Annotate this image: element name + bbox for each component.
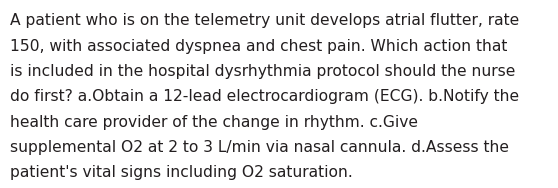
Text: is included in the hospital dysrhythmia protocol should the nurse: is included in the hospital dysrhythmia … [10, 64, 516, 79]
Text: 150, with associated dyspnea and chest pain. Which action that: 150, with associated dyspnea and chest p… [10, 39, 507, 54]
Text: do first? a.Obtain a 12-lead electrocardiogram (ECG). b.Notify the: do first? a.Obtain a 12-lead electrocard… [10, 89, 519, 104]
Text: patient's vital signs including O2 saturation.: patient's vital signs including O2 satur… [10, 165, 353, 180]
Text: supplemental O2 at 2 to 3 L/min via nasal cannula. d.Assess the: supplemental O2 at 2 to 3 L/min via nasa… [10, 140, 509, 155]
Text: health care provider of the change in rhythm. c.Give: health care provider of the change in rh… [10, 115, 418, 130]
Text: A patient who is on the telemetry unit develops atrial flutter, rate: A patient who is on the telemetry unit d… [10, 13, 519, 28]
